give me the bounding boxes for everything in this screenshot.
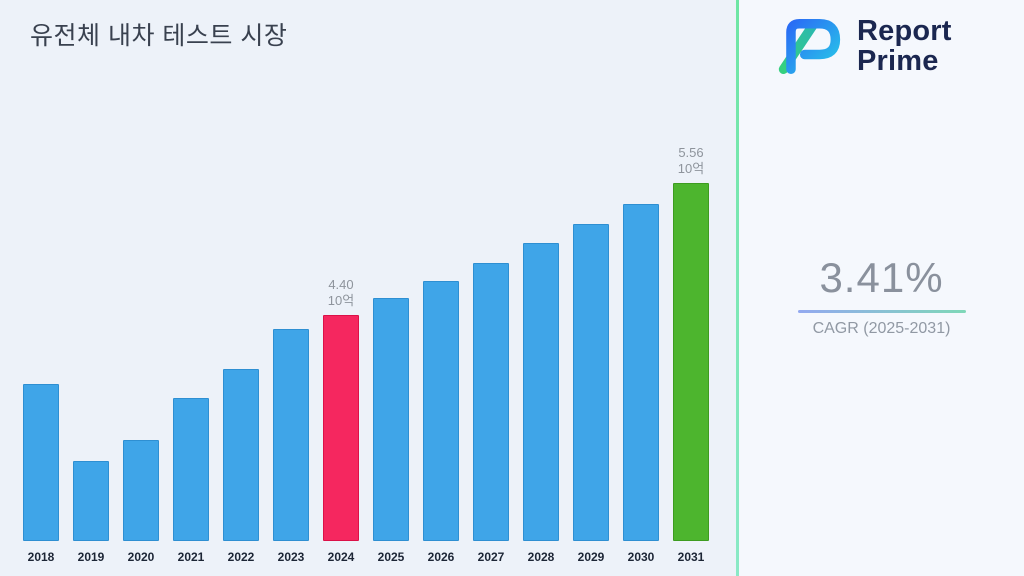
x-axis-label-2026: 2026 — [427, 550, 455, 564]
bar-2022 — [223, 369, 259, 541]
bar-column-2030: 2030 — [616, 204, 666, 564]
bar-value-label-2024: 4.40 10억 — [327, 276, 355, 308]
x-axis-label-2030: 2030 — [627, 550, 655, 564]
bar-column-2028: 2028 — [516, 243, 566, 564]
bar-column-2029: 2029 — [566, 224, 616, 564]
bar-column-2023: 2023 — [266, 329, 316, 564]
brand-name-line1: Report — [857, 14, 952, 47]
bar-2020 — [123, 440, 159, 541]
x-axis-label-2021: 2021 — [177, 550, 205, 564]
bar-2026 — [423, 281, 459, 541]
x-axis-label-2022: 2022 — [227, 550, 255, 564]
bar-2024 — [323, 315, 359, 541]
x-axis-label-2019: 2019 — [77, 550, 105, 564]
x-axis-label-2027: 2027 — [477, 550, 505, 564]
bar-2018 — [23, 384, 59, 541]
page-title: 유전체 내차 테스트 시장 — [30, 22, 288, 50]
bar-column-2019: 2019 — [66, 461, 116, 564]
cagr-label: CAGR (2025-2031) — [812, 320, 951, 337]
bar-2023 — [273, 329, 309, 541]
bar-column-2020: 2020 — [116, 440, 166, 564]
bar-2031 — [673, 183, 709, 541]
bar-2021 — [173, 398, 209, 541]
chart-panel: 유전체 내차 테스트 시장 2018 2019 2020 2021 2022 2023 4.… — [16, 22, 716, 564]
bar-column-2024: 4.40 10억 2024 — [316, 276, 366, 564]
x-axis-label-2029: 2029 — [577, 550, 605, 564]
bar-2028 — [523, 243, 559, 541]
x-axis-label-2031: 2031 — [677, 550, 705, 564]
x-axis-label-2023: 2023 — [277, 550, 305, 564]
bar-chart: 2018 2019 2020 2021 2022 2023 4.40 10억 2024 2025 2… — [16, 144, 716, 564]
x-axis-label-2020: 2020 — [127, 550, 155, 564]
bar-column-2022: 2022 — [216, 369, 266, 564]
bar-column-2031: 5.56 10억 2031 — [666, 144, 716, 564]
bar-column-2018: 2018 — [16, 384, 66, 564]
cagr-underline — [797, 310, 966, 313]
bar-column-2025: 2025 — [366, 298, 416, 564]
report-prime-logo-icon — [778, 19, 841, 75]
brand-name: Report Prime — [857, 16, 952, 76]
bar-column-2026: 2026 — [416, 281, 466, 564]
bar-2027 — [473, 263, 509, 541]
x-axis-label-2024: 2024 — [327, 550, 355, 564]
bar-2029 — [573, 224, 609, 541]
brand-name-line2: Prime — [857, 45, 939, 77]
bar-column-2021: 2021 — [166, 398, 216, 564]
summary-panel: Report Prime 3.41% CAGR (2025-2031) — [739, 0, 1024, 576]
x-axis-label-2018: 2018 — [27, 550, 55, 564]
bar-2025 — [373, 298, 409, 541]
bar-2030 — [623, 204, 659, 541]
cagr-block: 3.41% CAGR (2025-2031) — [739, 254, 1024, 338]
bar-column-2027: 2027 — [466, 263, 516, 564]
x-axis-label-2025: 2025 — [377, 550, 405, 564]
panel-divider — [736, 0, 739, 576]
brand-logo: Report Prime — [773, 14, 952, 78]
bar-2019 — [73, 461, 109, 541]
cagr-value: 3.41% — [819, 254, 944, 301]
x-axis-label-2028: 2028 — [527, 550, 555, 564]
bar-value-label-2031: 5.56 10억 — [677, 144, 705, 176]
